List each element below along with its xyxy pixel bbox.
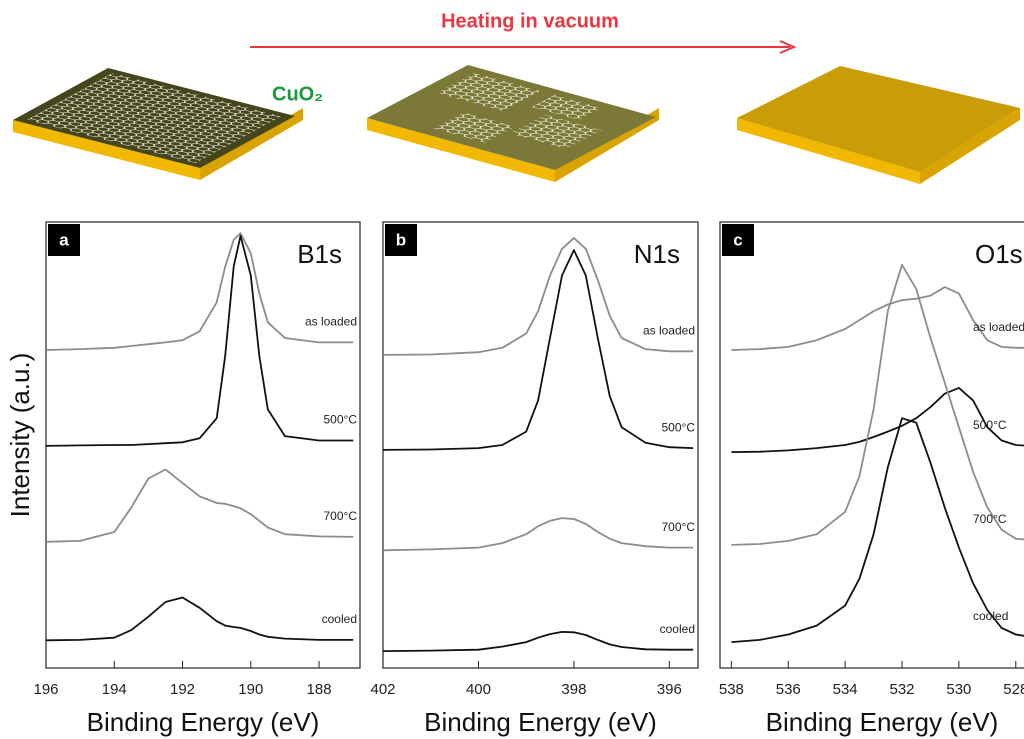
panel: a B1s 196 194 192 190 188 Binding Energy (eV) In…: [5, 221, 361, 737]
substrate-label: CuO₂: [272, 83, 323, 105]
series-label: as loaded: [973, 320, 1024, 334]
panel-title: O1s: [975, 239, 1023, 269]
x-tick-label: 196: [33, 681, 58, 698]
x-tick-label: 188: [307, 681, 332, 698]
spectrum-line: [731, 286, 1024, 351]
x-axis-label: Binding Energy (eV): [424, 707, 657, 737]
panel-label-box: [48, 224, 80, 256]
y-axis-label: Intensity (a.u.): [5, 353, 35, 518]
x-tick-label: 402: [370, 681, 395, 698]
arrow-head: [779, 40, 797, 54]
x-tick-label: 400: [466, 681, 491, 698]
spectrum-line: [382, 237, 694, 356]
series-label: 500°C: [662, 420, 696, 434]
x-tick-label: 538: [719, 681, 744, 698]
panel-title: N1s: [634, 239, 680, 269]
panel-label: b: [396, 230, 406, 249]
spectrum-line: [731, 417, 1024, 643]
panel-label: c: [733, 230, 742, 249]
spectrum-line: [45, 596, 354, 642]
spectrum-line: [382, 517, 694, 552]
series-label: cooled: [660, 622, 695, 636]
x-axis-label: Binding Energy (eV): [766, 707, 999, 737]
arrow-label: Heating in vacuum: [441, 10, 619, 32]
slab-top: [367, 65, 657, 170]
x-tick-label: 194: [102, 681, 127, 698]
x-tick-label: 528: [1003, 681, 1024, 698]
spectrum-line: [731, 387, 1024, 453]
x-tick-label: 534: [833, 681, 858, 698]
panel-label-box: [385, 224, 417, 256]
spectrum-line: [45, 234, 354, 447]
slab-edge: [737, 118, 920, 184]
spectrum-line: [731, 263, 1024, 546]
slab-edge: [920, 108, 1020, 184]
x-tick-label: 396: [657, 681, 682, 698]
slab-edge: [367, 118, 555, 182]
spectrum-line: [45, 232, 354, 351]
panel-title: B1s: [297, 239, 342, 269]
slab-top: [737, 66, 1020, 172]
series-label: 700°C: [973, 512, 1007, 526]
x-tick-label: 398: [561, 681, 586, 698]
spectrum-line: [382, 631, 694, 652]
slab-edge: [200, 108, 303, 180]
panel: c O1s 538 536 534 532 530 528Binding Energy (eV…: [719, 221, 1024, 737]
x-axis-label: Binding Energy (eV): [87, 707, 320, 737]
x-tick-label: 192: [170, 681, 195, 698]
panel-label: a: [59, 230, 69, 249]
slab-top: [13, 68, 296, 169]
plot-frame: [382, 221, 699, 669]
slab-edge: [13, 120, 200, 180]
series-label: cooled: [973, 609, 1008, 623]
series-label: 700°C: [324, 509, 358, 523]
series-label: as loaded: [305, 315, 357, 329]
spectrum-line: [382, 249, 694, 451]
x-tick-label: 532: [890, 681, 915, 698]
spectrum-line: [45, 468, 354, 543]
series-label: 500°C: [973, 418, 1007, 432]
plot-frame: [719, 221, 1024, 669]
x-tick-label: 530: [946, 681, 971, 698]
series-label: 500°C: [324, 413, 358, 427]
series-label: cooled: [322, 612, 357, 626]
schematic: Heating in vacuum CuO₂: [13, 10, 1020, 184]
x-tick-label: 190: [238, 681, 263, 698]
panel-label-box: [722, 224, 754, 256]
series-label: 700°C: [662, 520, 696, 534]
series-label: as loaded: [643, 324, 695, 338]
x-tick-label: 536: [776, 681, 801, 698]
